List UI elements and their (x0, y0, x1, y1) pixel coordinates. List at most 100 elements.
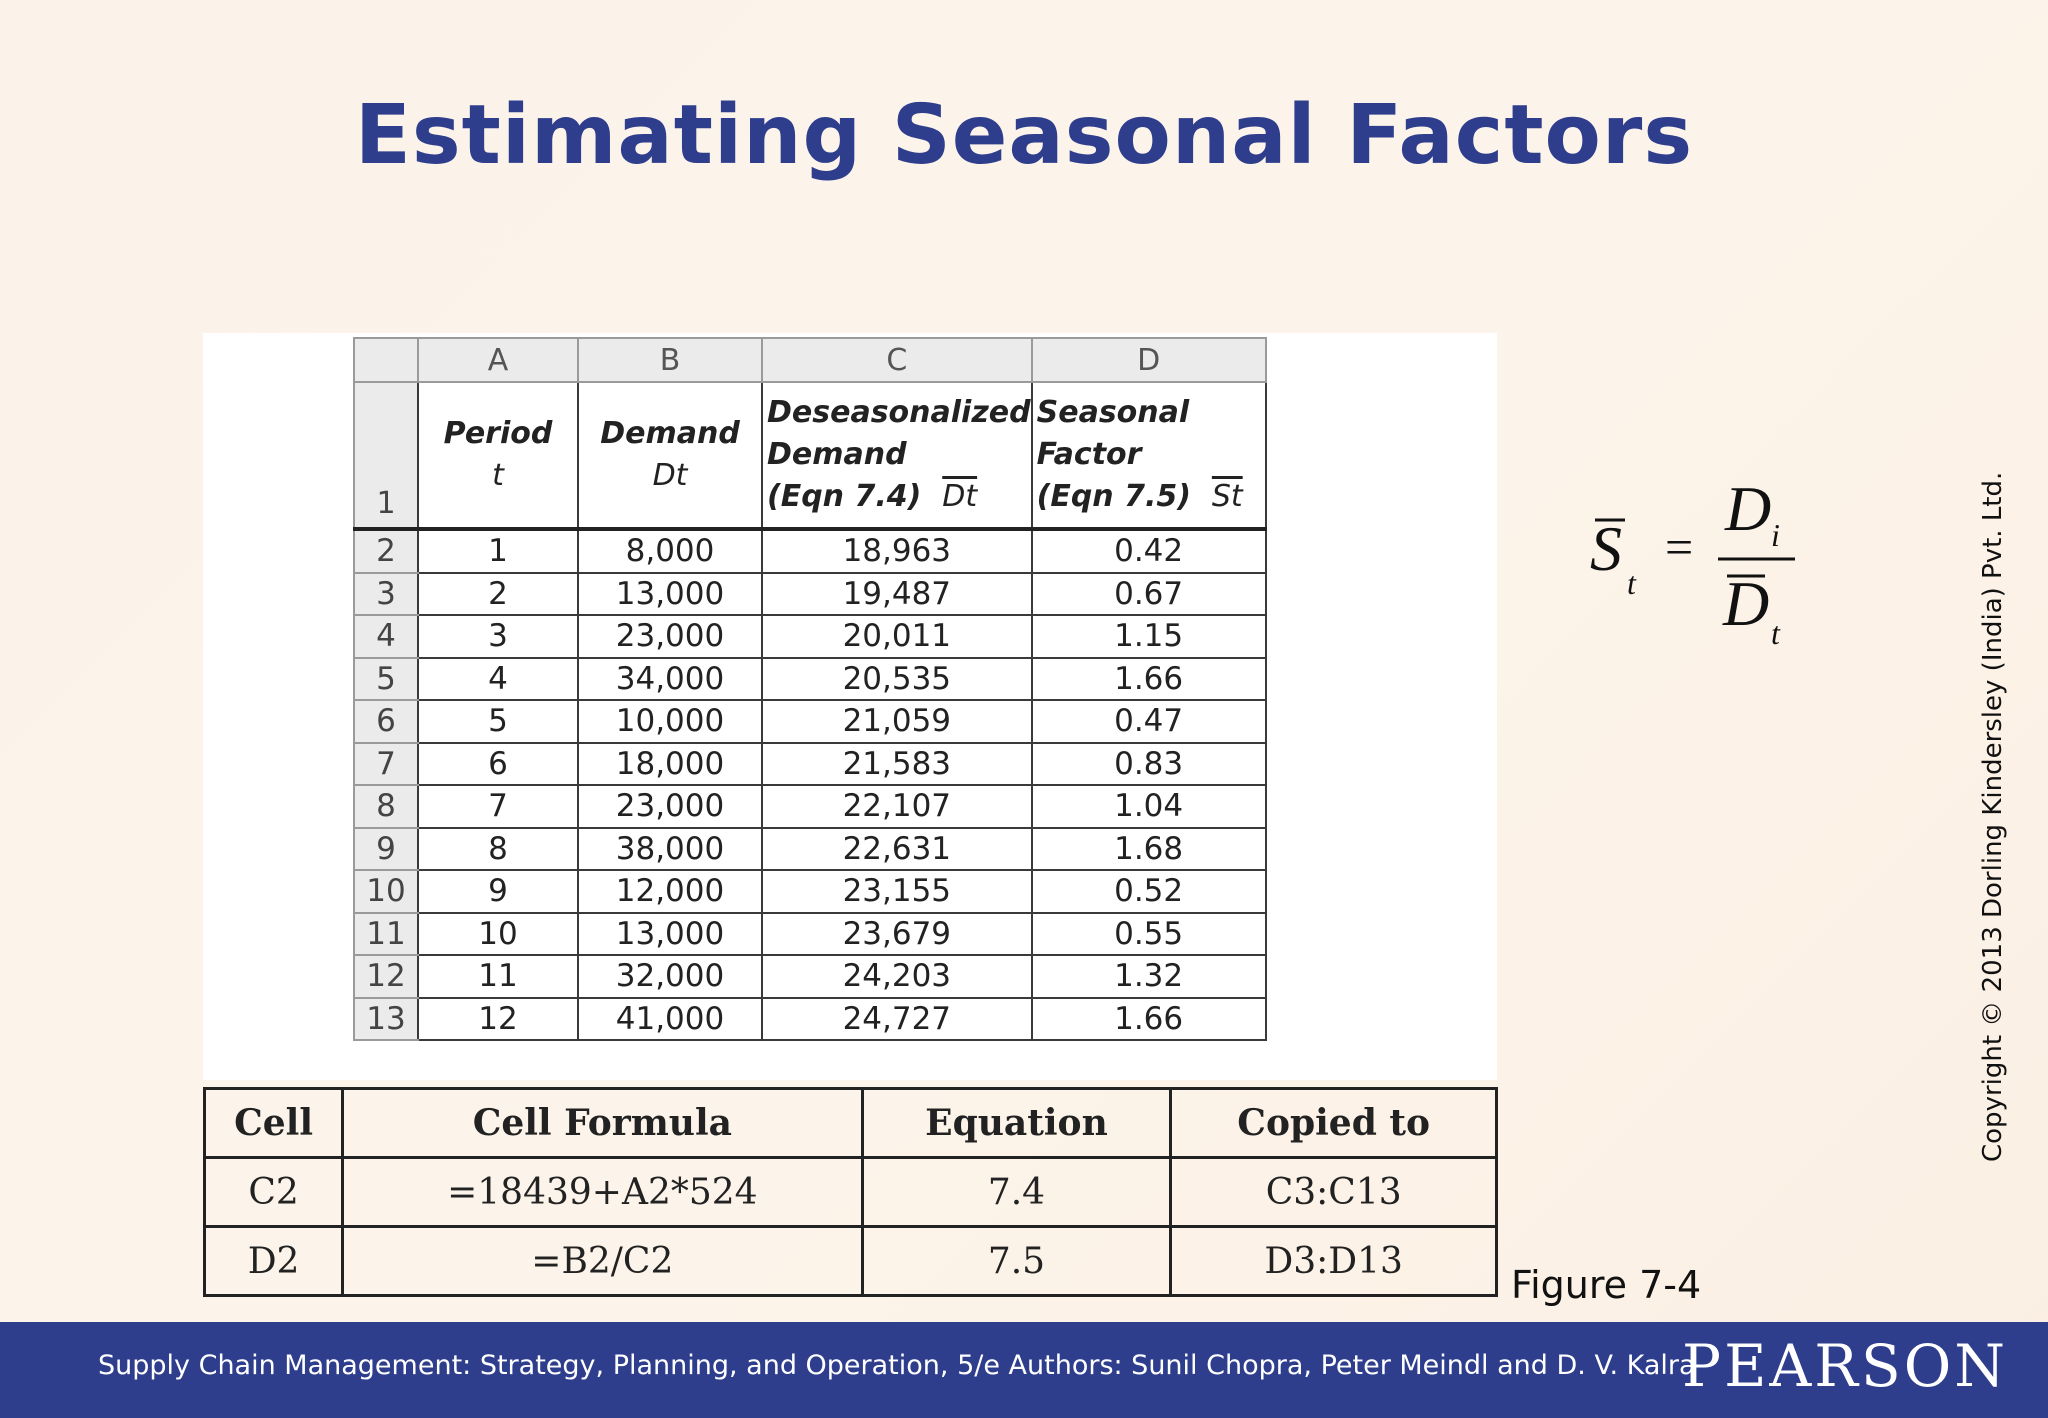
row-number: 2 (353, 528, 419, 574)
cell-period: 3 (417, 614, 579, 659)
cell-deseasonalized: 23,155 (761, 869, 1033, 914)
cell-period: 10 (417, 911, 579, 956)
footer-bar: Supply Chain Management: Strategy, Plann… (0, 1322, 2048, 1418)
header-seasonal-line2: Factor (1036, 437, 1142, 472)
cell-deseasonalized: 24,727 (761, 996, 1033, 1041)
row-number: 12 (353, 954, 419, 999)
table-row: 10 9 12,000 23,155 0.52 (353, 869, 1267, 914)
column-letter-a: A (417, 337, 579, 383)
formula-header-equation: Equation (860, 1087, 1173, 1159)
row-number: 1 (353, 381, 419, 530)
cell-seasonal-factor: 1.15 (1030, 614, 1267, 659)
row-number: 4 (353, 614, 419, 659)
row-number: 10 (353, 869, 419, 914)
header-demand: Demand Dt (577, 381, 763, 530)
column-letter-row: A B C D (353, 337, 1267, 383)
formula-cell: D2 (202, 1225, 345, 1297)
formula-header-formula: Cell Formula (341, 1087, 864, 1159)
cell-demand: 12,000 (577, 869, 763, 914)
cell-seasonal-factor: 0.52 (1030, 869, 1267, 914)
formula-header-copied: Copied to (1169, 1087, 1498, 1159)
row-number: 6 (353, 699, 419, 744)
row-number: 9 (353, 826, 419, 871)
column-letter-d: D (1030, 337, 1267, 383)
formula-copied: C3:C13 (1169, 1156, 1498, 1228)
table-row: 13 12 41,000 24,727 1.66 (353, 996, 1267, 1041)
table-row: 12 11 32,000 24,203 1.32 (353, 954, 1267, 999)
header-period-symbol: t (492, 458, 504, 493)
spreadsheet-body: 2 1 8,000 18,963 0.42 3 2 13,000 19,487 0.67 4 3 23,… (353, 528, 1267, 1041)
cell-seasonal-factor: 0.67 (1030, 571, 1267, 616)
header-row: 1 Period t Demand Dt Deseasonalized Dema… (353, 381, 1267, 530)
cell-deseasonalized: 19,487 (761, 571, 1033, 616)
cell-demand: 10,000 (577, 699, 763, 744)
formula-row: D2 =B2/C2 7.5 D3:D13 (202, 1225, 1498, 1297)
cell-demand: 41,000 (577, 996, 763, 1041)
header-period-label: Period (443, 416, 553, 451)
column-letter-b: B (577, 337, 763, 383)
cell-demand: 38,000 (577, 826, 763, 871)
header-seasonal-line3: (Eqn 7.5) (1036, 479, 1191, 514)
cell-period: 11 (417, 954, 579, 999)
header-demand-label: Demand (600, 416, 740, 451)
header-deseasonalized-line3: (Eqn 7.4) (767, 479, 922, 514)
formula-copied: D3:D13 (1169, 1225, 1498, 1297)
equation-lhs-symbol: S (1590, 513, 1622, 584)
cell-deseasonalized: 20,011 (761, 614, 1033, 659)
cell-seasonal-factor: 0.55 (1030, 911, 1267, 956)
cell-demand: 32,000 (577, 954, 763, 999)
cell-period: 8 (417, 826, 579, 871)
column-letter-c: C (761, 337, 1033, 383)
table-row: 9 8 38,000 22,631 1.68 (353, 826, 1267, 871)
cell-demand: 8,000 (577, 528, 763, 574)
header-deseasonalized-symbol: Dt (942, 479, 978, 514)
header-deseasonalized-line1: Deseasonalized (767, 395, 1031, 430)
formula-row: C2 =18439+A2*524 7.4 C3:C13 (202, 1156, 1498, 1228)
equation-lhs-subscript: t (1627, 565, 1637, 601)
row-number: 5 (353, 656, 419, 701)
cell-seasonal-factor: 1.32 (1030, 954, 1267, 999)
publisher-logo: PEARSON (1682, 1332, 2008, 1400)
seasonal-factor-equation: S t = D i D t (1590, 473, 1795, 650)
cell-deseasonalized: 22,631 (761, 826, 1033, 871)
cell-demand: 23,000 (577, 784, 763, 829)
cell-demand: 18,000 (577, 741, 763, 786)
cell-deseasonalized: 24,203 (761, 954, 1033, 999)
cell-deseasonalized: 22,107 (761, 784, 1033, 829)
formula-cell: C2 (202, 1156, 345, 1228)
table-row: 11 10 13,000 23,679 0.55 (353, 911, 1267, 956)
header-seasonal-line1: Seasonal (1036, 395, 1190, 430)
row-number: 8 (353, 784, 419, 829)
header-period: Period t (417, 381, 579, 530)
cell-seasonal-factor: 1.68 (1030, 826, 1267, 871)
slide-title: Estimating Seasonal Factors (354, 88, 1694, 183)
header-demand-symbol: Dt (652, 458, 688, 493)
cell-demand: 23,000 (577, 614, 763, 659)
row-number: 13 (353, 996, 419, 1041)
formula-table: Cell Cell Formula Equation Copied to C2 … (202, 1087, 1498, 1297)
row-number: 11 (353, 911, 419, 956)
copyright-notice: Copyright © 2013 Dorling Kindersley (Ind… (1978, 471, 2008, 1162)
cell-deseasonalized: 23,679 (761, 911, 1033, 956)
cell-period: 7 (417, 784, 579, 829)
cell-demand: 13,000 (577, 911, 763, 956)
cell-period: 2 (417, 571, 579, 616)
cell-demand: 34,000 (577, 656, 763, 701)
table-row: 2 1 8,000 18,963 0.42 (353, 528, 1267, 574)
corner-cell (353, 337, 419, 383)
cell-period: 5 (417, 699, 579, 744)
table-row: 3 2 13,000 19,487 0.67 (353, 571, 1267, 616)
formula-text: =B2/C2 (341, 1225, 864, 1297)
header-seasonal-symbol: St (1211, 479, 1243, 514)
equation-numerator-symbol: D (1724, 473, 1771, 544)
cell-seasonal-factor: 1.66 (1030, 996, 1267, 1041)
cell-period: 9 (417, 869, 579, 914)
cell-period: 12 (417, 996, 579, 1041)
formula-equation: 7.4 (860, 1156, 1173, 1228)
figure-label: Figure 7-4 (1511, 1263, 1702, 1307)
table-row: 5 4 34,000 20,535 1.66 (353, 656, 1267, 701)
cell-seasonal-factor: 0.47 (1030, 699, 1267, 744)
header-deseasonalized: Deseasonalized Demand (Eqn 7.4) Dt (761, 381, 1033, 530)
formula-equation: 7.5 (860, 1225, 1173, 1297)
row-number: 3 (353, 571, 419, 616)
